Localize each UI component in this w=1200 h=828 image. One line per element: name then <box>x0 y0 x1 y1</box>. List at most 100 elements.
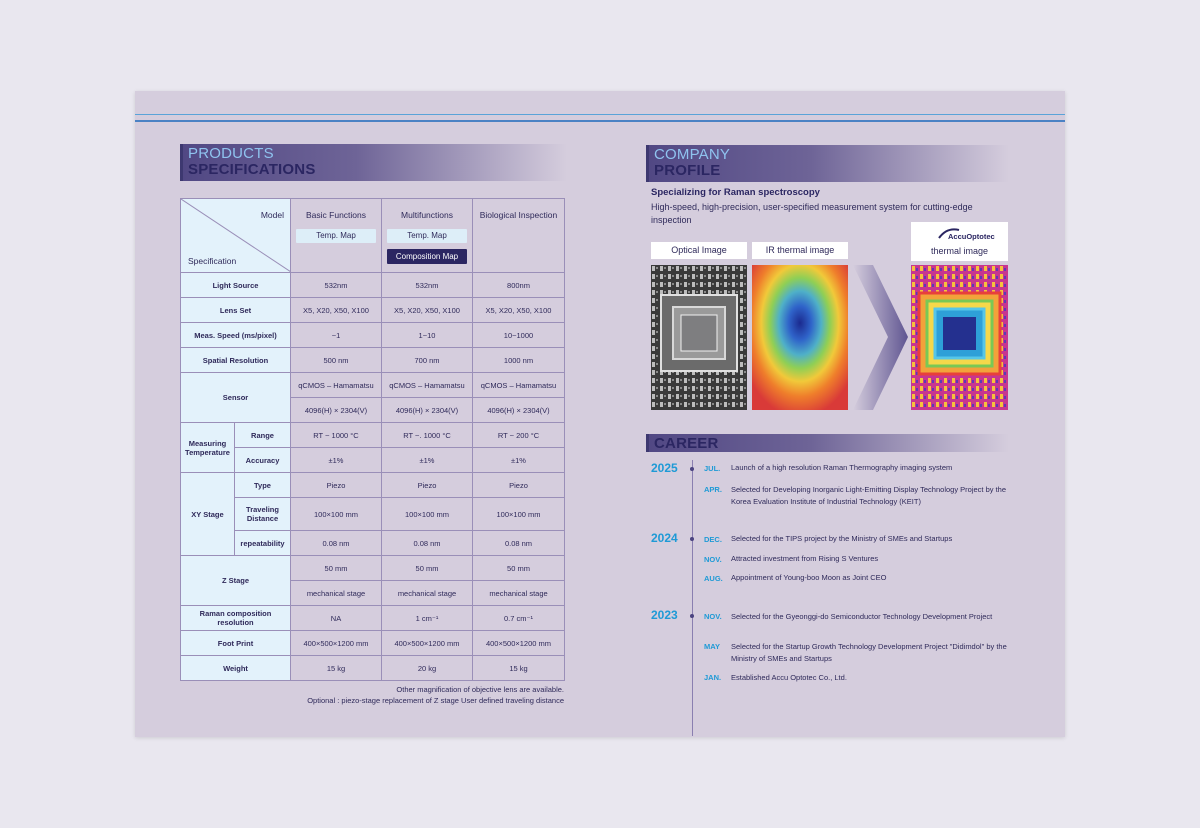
tag-composition-map: Composition Map <box>387 249 467 264</box>
top-rule-thin <box>135 114 1065 115</box>
corner-model-label: Model <box>260 210 284 220</box>
optical-chip-graphic <box>651 265 747 410</box>
row-label: Raman composition resolution <box>180 605 291 631</box>
cell: ±1% <box>290 447 382 473</box>
career-year: 2023 <box>651 608 678 622</box>
cell: Piezo <box>381 472 473 498</box>
career-event: Selected for the Gyeonggi-do Semiconduct… <box>731 612 993 621</box>
arrow-graphic <box>853 265 908 410</box>
career-heading: CAREER <box>646 434 1009 452</box>
company-heading-line2: PROFILE <box>654 162 721 179</box>
timeline-dot <box>690 537 694 541</box>
cell: 1~10 <box>381 322 473 348</box>
cell: 700 nm <box>381 347 473 373</box>
row-z-stage-type: mechanical stage mechanical stage mechan… <box>181 580 565 606</box>
cell: 0.7 cm⁻¹ <box>472 605 565 631</box>
cell: 1000 nm <box>472 347 565 373</box>
sub-label: Traveling Distance <box>234 497 291 531</box>
cell: 400×500×1200 mm <box>290 630 382 656</box>
optical-image-label: Optical Image <box>651 242 747 259</box>
row-label: Lens Set <box>180 297 291 323</box>
model-header-basic: Basic Functions Temp. Map <box>290 198 382 273</box>
cell: NA <box>290 605 382 631</box>
cell: 4096(H) × 2304(V) <box>472 397 565 423</box>
timeline-line <box>692 460 693 736</box>
career-month: MAY <box>704 642 720 651</box>
company-description: High-speed, high-precision, user-specifi… <box>651 202 973 225</box>
career-year: 2025 <box>651 461 678 475</box>
company-heading: COMPANY PROFILE <box>646 145 1009 182</box>
row-label: Weight <box>180 655 291 681</box>
career-month: DEC. <box>704 535 722 544</box>
cell: 15 kg <box>290 655 382 681</box>
cell: 10~1000 <box>472 322 565 348</box>
cell: qCMOS – Hamamatsu <box>472 372 565 398</box>
model-name: Multifunctions <box>401 210 453 220</box>
spec-table-corner: Model Specification <box>180 198 291 273</box>
career-month: JUL. <box>704 464 721 473</box>
model-name: Biological Inspection <box>479 210 558 220</box>
products-heading-line1: PRODUCTS <box>188 145 274 162</box>
row-label: Sensor <box>180 372 291 423</box>
cell: 500 nm <box>290 347 382 373</box>
row-xy-type: XY Stage Type Piezo Piezo Piezo <box>180 472 565 556</box>
career-event: Selected for the TIPS project by the Min… <box>731 534 953 543</box>
company-heading-line1: COMPANY <box>654 146 731 163</box>
top-rule-thick <box>135 120 1065 122</box>
ir-thermal-graphic <box>752 265 848 410</box>
row-label: Meas. Speed (ms/pixel) <box>180 322 291 348</box>
company-logo: AccuOptotec <box>938 228 995 241</box>
cell: ±1% <box>472 447 565 473</box>
row-weight: Weight 15 kg 20 kg 15 kg <box>180 655 565 681</box>
career-month: AUG. <box>704 574 723 583</box>
cell: X5, X20, X50, X100 <box>381 297 473 323</box>
career-event: Established Accu Optotec Co., Ltd. <box>731 673 847 682</box>
row-label: Foot Print <box>180 630 291 656</box>
corner-spec-label: Specification <box>188 256 237 266</box>
career-event: Attracted investment from Rising S Ventu… <box>731 554 879 563</box>
model-header-multi: Multifunctions Temp. Map Composition Map <box>381 198 473 273</box>
row-xy-travel: Traveling Distance 100×100 mm 100×100 mm… <box>181 497 565 531</box>
row-label: Spatial Resolution <box>180 347 291 373</box>
row-temp-accuracy: Accuracy ±1% ±1% ±1% <box>181 447 565 473</box>
row-label: Measuring Temperature <box>180 422 235 473</box>
thermal-image <box>911 265 1008 410</box>
cell: qCMOS – Hamamatsu <box>290 372 382 398</box>
thermal-image-label: thermal image <box>930 246 989 256</box>
timeline-dot <box>690 614 694 618</box>
cell: 800nm <box>472 272 565 298</box>
cell: 4096(H) × 2304(V) <box>381 397 473 423</box>
cell: qCMOS – Hamamatsu <box>381 372 473 398</box>
row-spatial-resolution: Spatial Resolution 500 nm 700 nm 1000 nm <box>180 347 565 373</box>
row-label: Z Stage <box>180 555 291 606</box>
career-year: 2024 <box>651 531 678 545</box>
sub-label: Type <box>234 472 291 498</box>
sub-label: repeatability <box>234 530 291 556</box>
products-heading-line2: SPECIFICATIONS <box>188 161 316 178</box>
cell: mechanical stage <box>472 580 565 606</box>
brochure-spread: PRODUCTS SPECIFICATIONS Model Specificat… <box>135 91 1065 737</box>
row-light-source: Light Source 532nm 532nm 800nm <box>180 272 565 298</box>
logo-text: AccuOptotec <box>948 232 995 241</box>
corner-diagonal <box>181 199 291 272</box>
cell: X5, X20, X50, X100 <box>290 297 382 323</box>
cell: RT ~. 1000 °C <box>381 422 473 448</box>
products-heading: PRODUCTS SPECIFICATIONS <box>180 144 567 181</box>
cell: 100×100 mm <box>472 497 565 531</box>
row-label: XY Stage <box>180 472 235 556</box>
cell: 50 mm <box>472 555 565 581</box>
cell: 100×100 mm <box>290 497 382 531</box>
cell: mechanical stage <box>290 580 382 606</box>
sub-label: Accuracy <box>234 447 291 473</box>
cell: 532nm <box>290 272 382 298</box>
model-header-bio: Biological Inspection <box>472 198 565 273</box>
table-note: Other magnification of objective lens ar… <box>396 685 564 694</box>
cell: mechanical stage <box>381 580 473 606</box>
model-name: Basic Functions <box>306 210 366 220</box>
tag-temp-map: Temp. Map <box>296 229 376 243</box>
cell: Piezo <box>290 472 382 498</box>
career-heading-text: CAREER <box>654 435 719 452</box>
company-tagline: Specializing for Raman spectroscopy <box>651 187 820 198</box>
cell: 50 mm <box>381 555 473 581</box>
cell: 100×100 mm <box>381 497 473 531</box>
